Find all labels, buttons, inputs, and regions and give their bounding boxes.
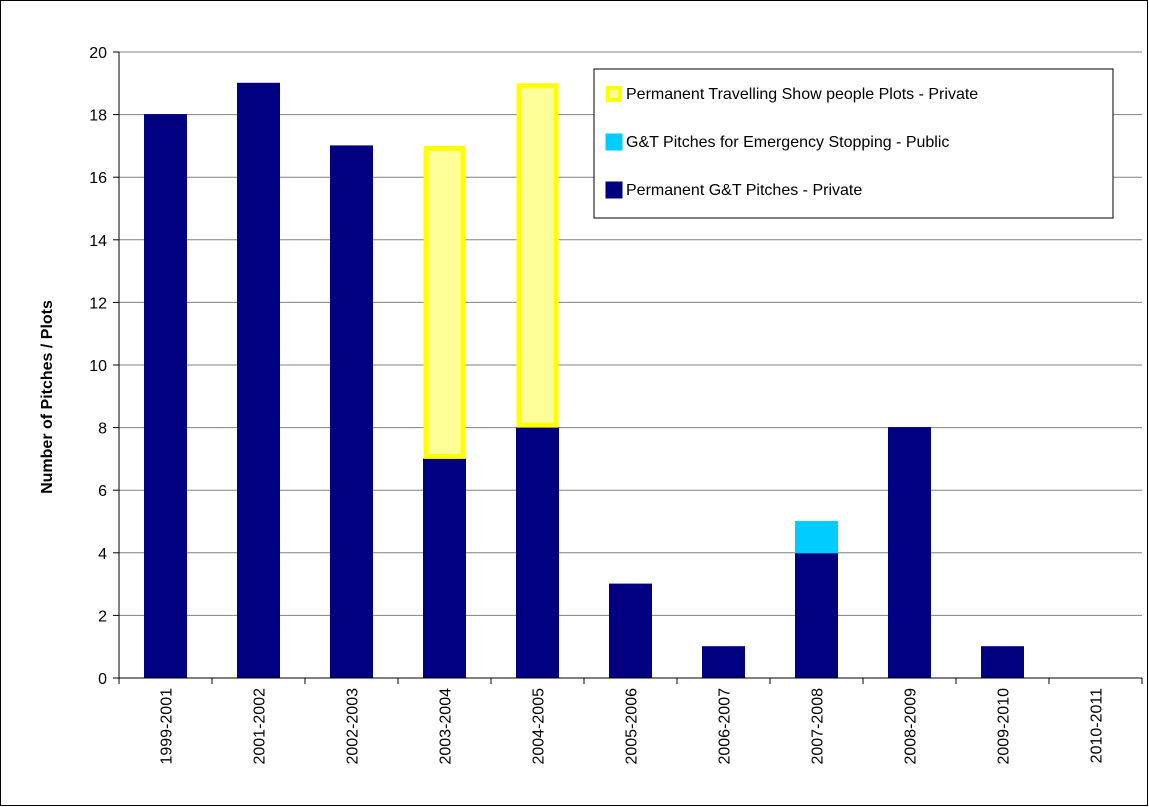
x-tick-label: 2010-2011 xyxy=(1089,688,1106,763)
x-tick-label: 2008-2009 xyxy=(903,688,920,765)
legend-label: G&T Pitches for Emergency Stopping - Pub… xyxy=(626,134,949,151)
x-tick-label: 2003-2004 xyxy=(438,688,455,765)
bar-segment xyxy=(516,427,559,679)
bar-segment xyxy=(516,83,559,428)
y-tick-label: 8 xyxy=(98,421,107,438)
bar-segment xyxy=(144,114,187,679)
y-tick-label: 6 xyxy=(98,483,107,500)
legend: Permanent Travelling Show people Plots -… xyxy=(593,68,1114,219)
x-tick-label: 2006-2007 xyxy=(717,688,734,765)
y-tick-label: 0 xyxy=(98,671,107,688)
x-tick-label: 2002-2003 xyxy=(345,688,362,765)
x-tick-label: 2004-2005 xyxy=(531,688,548,765)
x-tick-label: 2007-2008 xyxy=(810,688,827,765)
bar-segment xyxy=(609,583,652,679)
x-tick-label: 2001-2002 xyxy=(252,688,269,765)
legend-swatch xyxy=(606,86,622,102)
bar-segment xyxy=(795,552,838,679)
y-tick-label: 2 xyxy=(98,608,107,625)
x-tick-label: 1999-2001 xyxy=(159,688,176,765)
legend-swatch xyxy=(605,133,623,151)
x-tick-label: 2009-2010 xyxy=(996,688,1013,765)
y-tick-label: 20 xyxy=(89,45,107,62)
bar-segment xyxy=(423,458,466,679)
y-tick-label: 16 xyxy=(89,170,107,187)
x-tick-label: 2005-2006 xyxy=(624,688,641,765)
y-axis-title: Number of Pitches / Plots xyxy=(39,300,56,494)
y-tick-label: 14 xyxy=(89,233,107,250)
bar-segment xyxy=(888,427,931,679)
legend-label: Permanent G&T Pitches - Private xyxy=(626,182,862,199)
y-tick-label: 10 xyxy=(89,358,107,375)
bar-segment xyxy=(423,145,466,459)
bar-segment xyxy=(981,646,1024,679)
legend-box xyxy=(593,68,1114,219)
x-tick-labels: 1999-2001 2001-2002 2002-2003 2003-2004 2004… xyxy=(159,688,1106,765)
bar-segment xyxy=(795,521,838,554)
legend-label: Permanent Travelling Show people Plots -… xyxy=(626,86,978,103)
bar-segment xyxy=(702,646,745,679)
y-tick-labels: 0 2 4 6 8 10 12 14 16 18 20 xyxy=(89,45,107,688)
bar-segment xyxy=(330,145,373,679)
axes xyxy=(113,51,1143,684)
y-tick-label: 12 xyxy=(89,295,107,312)
bar-segment xyxy=(237,82,280,679)
y-tick-label: 18 xyxy=(89,108,107,125)
y-tick-label: 4 xyxy=(98,546,107,563)
legend-swatch xyxy=(605,181,623,199)
